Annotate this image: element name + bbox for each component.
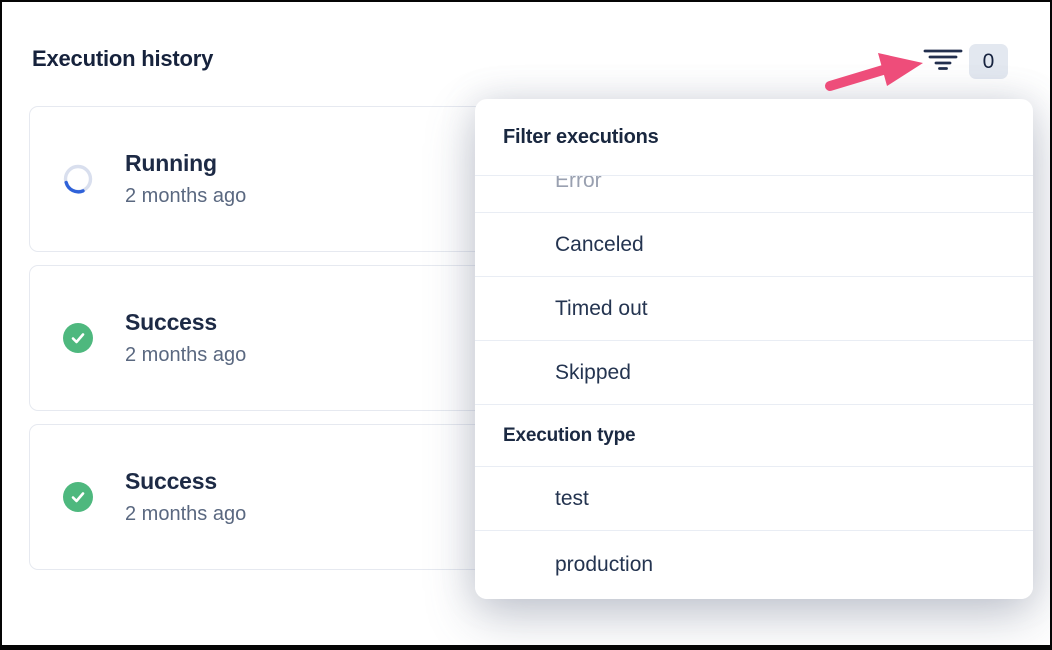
filter-option-test[interactable]: test: [475, 467, 1033, 531]
execution-time: 2 months ago: [125, 344, 247, 366]
execution-status: Success: [125, 309, 217, 335]
filter-option-timed-out[interactable]: Timed out: [475, 277, 1033, 341]
filter-count-badge: 0: [969, 44, 1008, 79]
execution-time: 2 months ago: [125, 503, 247, 525]
check-circle-icon: [63, 323, 93, 353]
filter-option-error[interactable]: Error: [475, 176, 1033, 213]
check-circle-icon: [63, 482, 93, 512]
filter-button[interactable]: [921, 48, 965, 76]
execution-time: 2 months ago: [125, 185, 247, 207]
spinner-icon: [63, 164, 93, 194]
execution-status: Success: [125, 468, 217, 494]
filter-dropdown-title: Filter executions: [475, 99, 1033, 176]
execution-status: Running: [125, 150, 217, 176]
status-filter-list[interactable]: Error Canceled Timed out Skipped: [475, 176, 1033, 405]
filter-executions-dropdown: Filter executions Error Canceled Timed o…: [475, 99, 1033, 599]
filter-option-skipped[interactable]: Skipped: [475, 341, 1033, 405]
page-title: Execution history: [32, 46, 214, 71]
filter-option-production[interactable]: production: [475, 531, 1033, 599]
filter-lines-icon: [923, 49, 963, 70]
pink-arrow-icon: [825, 53, 923, 91]
filter-option-canceled[interactable]: Canceled: [475, 213, 1033, 277]
execution-type-section-label: Execution type: [475, 405, 1033, 467]
